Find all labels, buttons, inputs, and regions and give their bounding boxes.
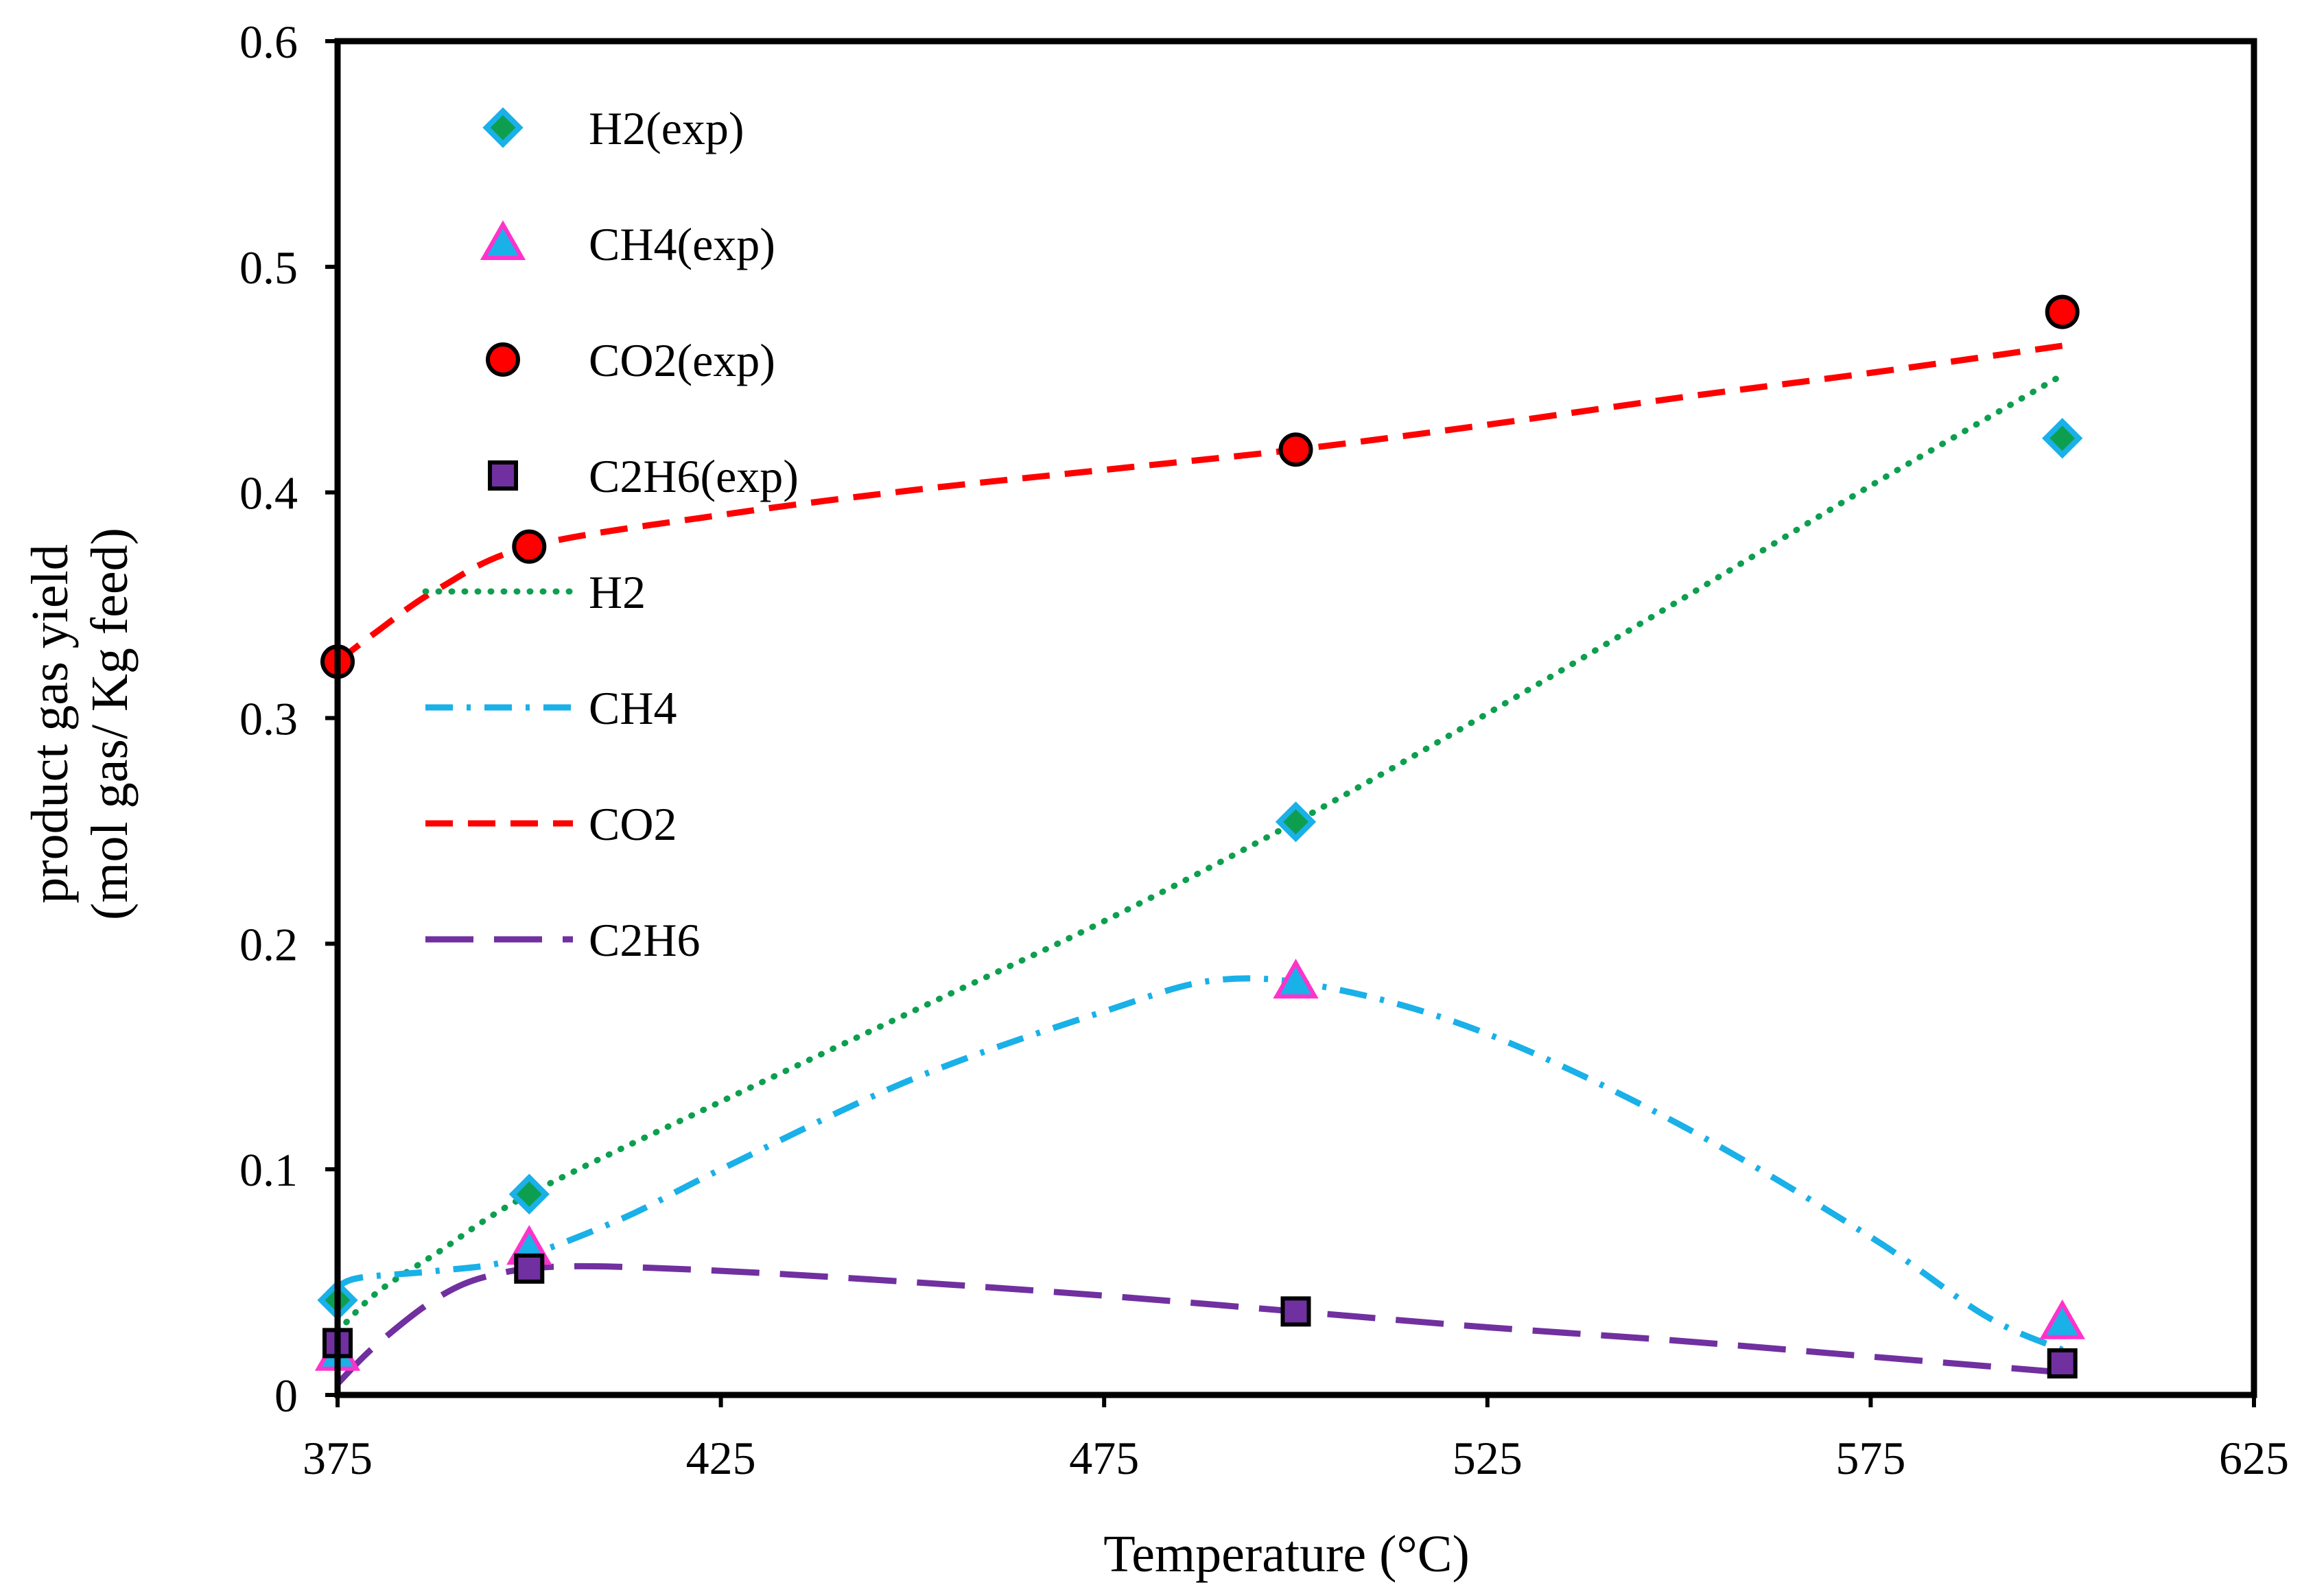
series-line-ch4 [336, 975, 2064, 1353]
x-tick-label: 375 [303, 1432, 373, 1484]
legend-label: H2 [589, 566, 646, 618]
x-tick-label: 525 [1453, 1432, 1523, 1484]
data-point-c2h6exp [2047, 1348, 2078, 1378]
series-line-c2h6 [335, 1263, 2063, 1386]
y-tick-label: 0.4 [239, 467, 298, 519]
legend-label: CO2 [589, 798, 677, 850]
y-tick-label: 0.6 [239, 16, 298, 68]
legend-label: C2H6 [589, 914, 700, 966]
x-tick-label: 475 [1069, 1432, 1139, 1484]
data-point-c2h6exp [1280, 1296, 1311, 1327]
plot-area [314, 294, 2085, 1386]
legend: H2(exp) CH4(exp) CO2(exp) C2H6(exp) H2 CH4 CO2… [422, 102, 799, 966]
legend-label: CH4 [589, 682, 677, 734]
legend-label: CO2(exp) [589, 334, 775, 386]
legend-label: C2H6(exp) [589, 450, 799, 502]
data-point-co2exp [512, 529, 547, 564]
y-tick-label: 0.2 [239, 918, 298, 970]
legend-label: H2(exp) [589, 102, 744, 154]
data-point-co2exp [1278, 432, 1313, 467]
y-axis-title-line2: (mol gas/ Kg feed) [81, 528, 139, 920]
y-tick-label: 0.1 [239, 1144, 298, 1196]
x-tick-label: 575 [1835, 1432, 1905, 1484]
data-point-h2exp [1275, 801, 1317, 843]
legend-marker-co2exp [486, 342, 520, 377]
y-tick-label: 0 [274, 1370, 298, 1422]
y-tick-label: 0.5 [239, 242, 298, 294]
x-tick-label: 625 [2219, 1432, 2289, 1484]
y-tick-label: 0.3 [239, 693, 298, 745]
data-point-h2exp [508, 1173, 550, 1214]
data-point-h2exp [2042, 418, 2083, 459]
axes: 375 425 475 525 575 625 0 0.1 0.2 0.3 0.4 0.5 0.6 [239, 16, 2289, 1484]
legend-marker-ch4exp [480, 220, 526, 260]
data-point-ch4exp [2039, 1299, 2085, 1339]
x-axis-title: Temperature (°C) [1103, 1525, 1470, 1583]
legend-label: CH4(exp) [589, 218, 775, 270]
legend-marker-h2exp [482, 107, 524, 148]
x-tick-label: 425 [686, 1432, 756, 1484]
data-point-c2h6exp [514, 1253, 545, 1284]
data-point-co2exp [2045, 294, 2080, 329]
series-line-h2 [334, 372, 2066, 1335]
y-axis-title-line1: product gas yield [21, 544, 79, 903]
data-point-ch4exp [1273, 959, 1319, 999]
legend-marker-c2h6exp [488, 460, 518, 491]
